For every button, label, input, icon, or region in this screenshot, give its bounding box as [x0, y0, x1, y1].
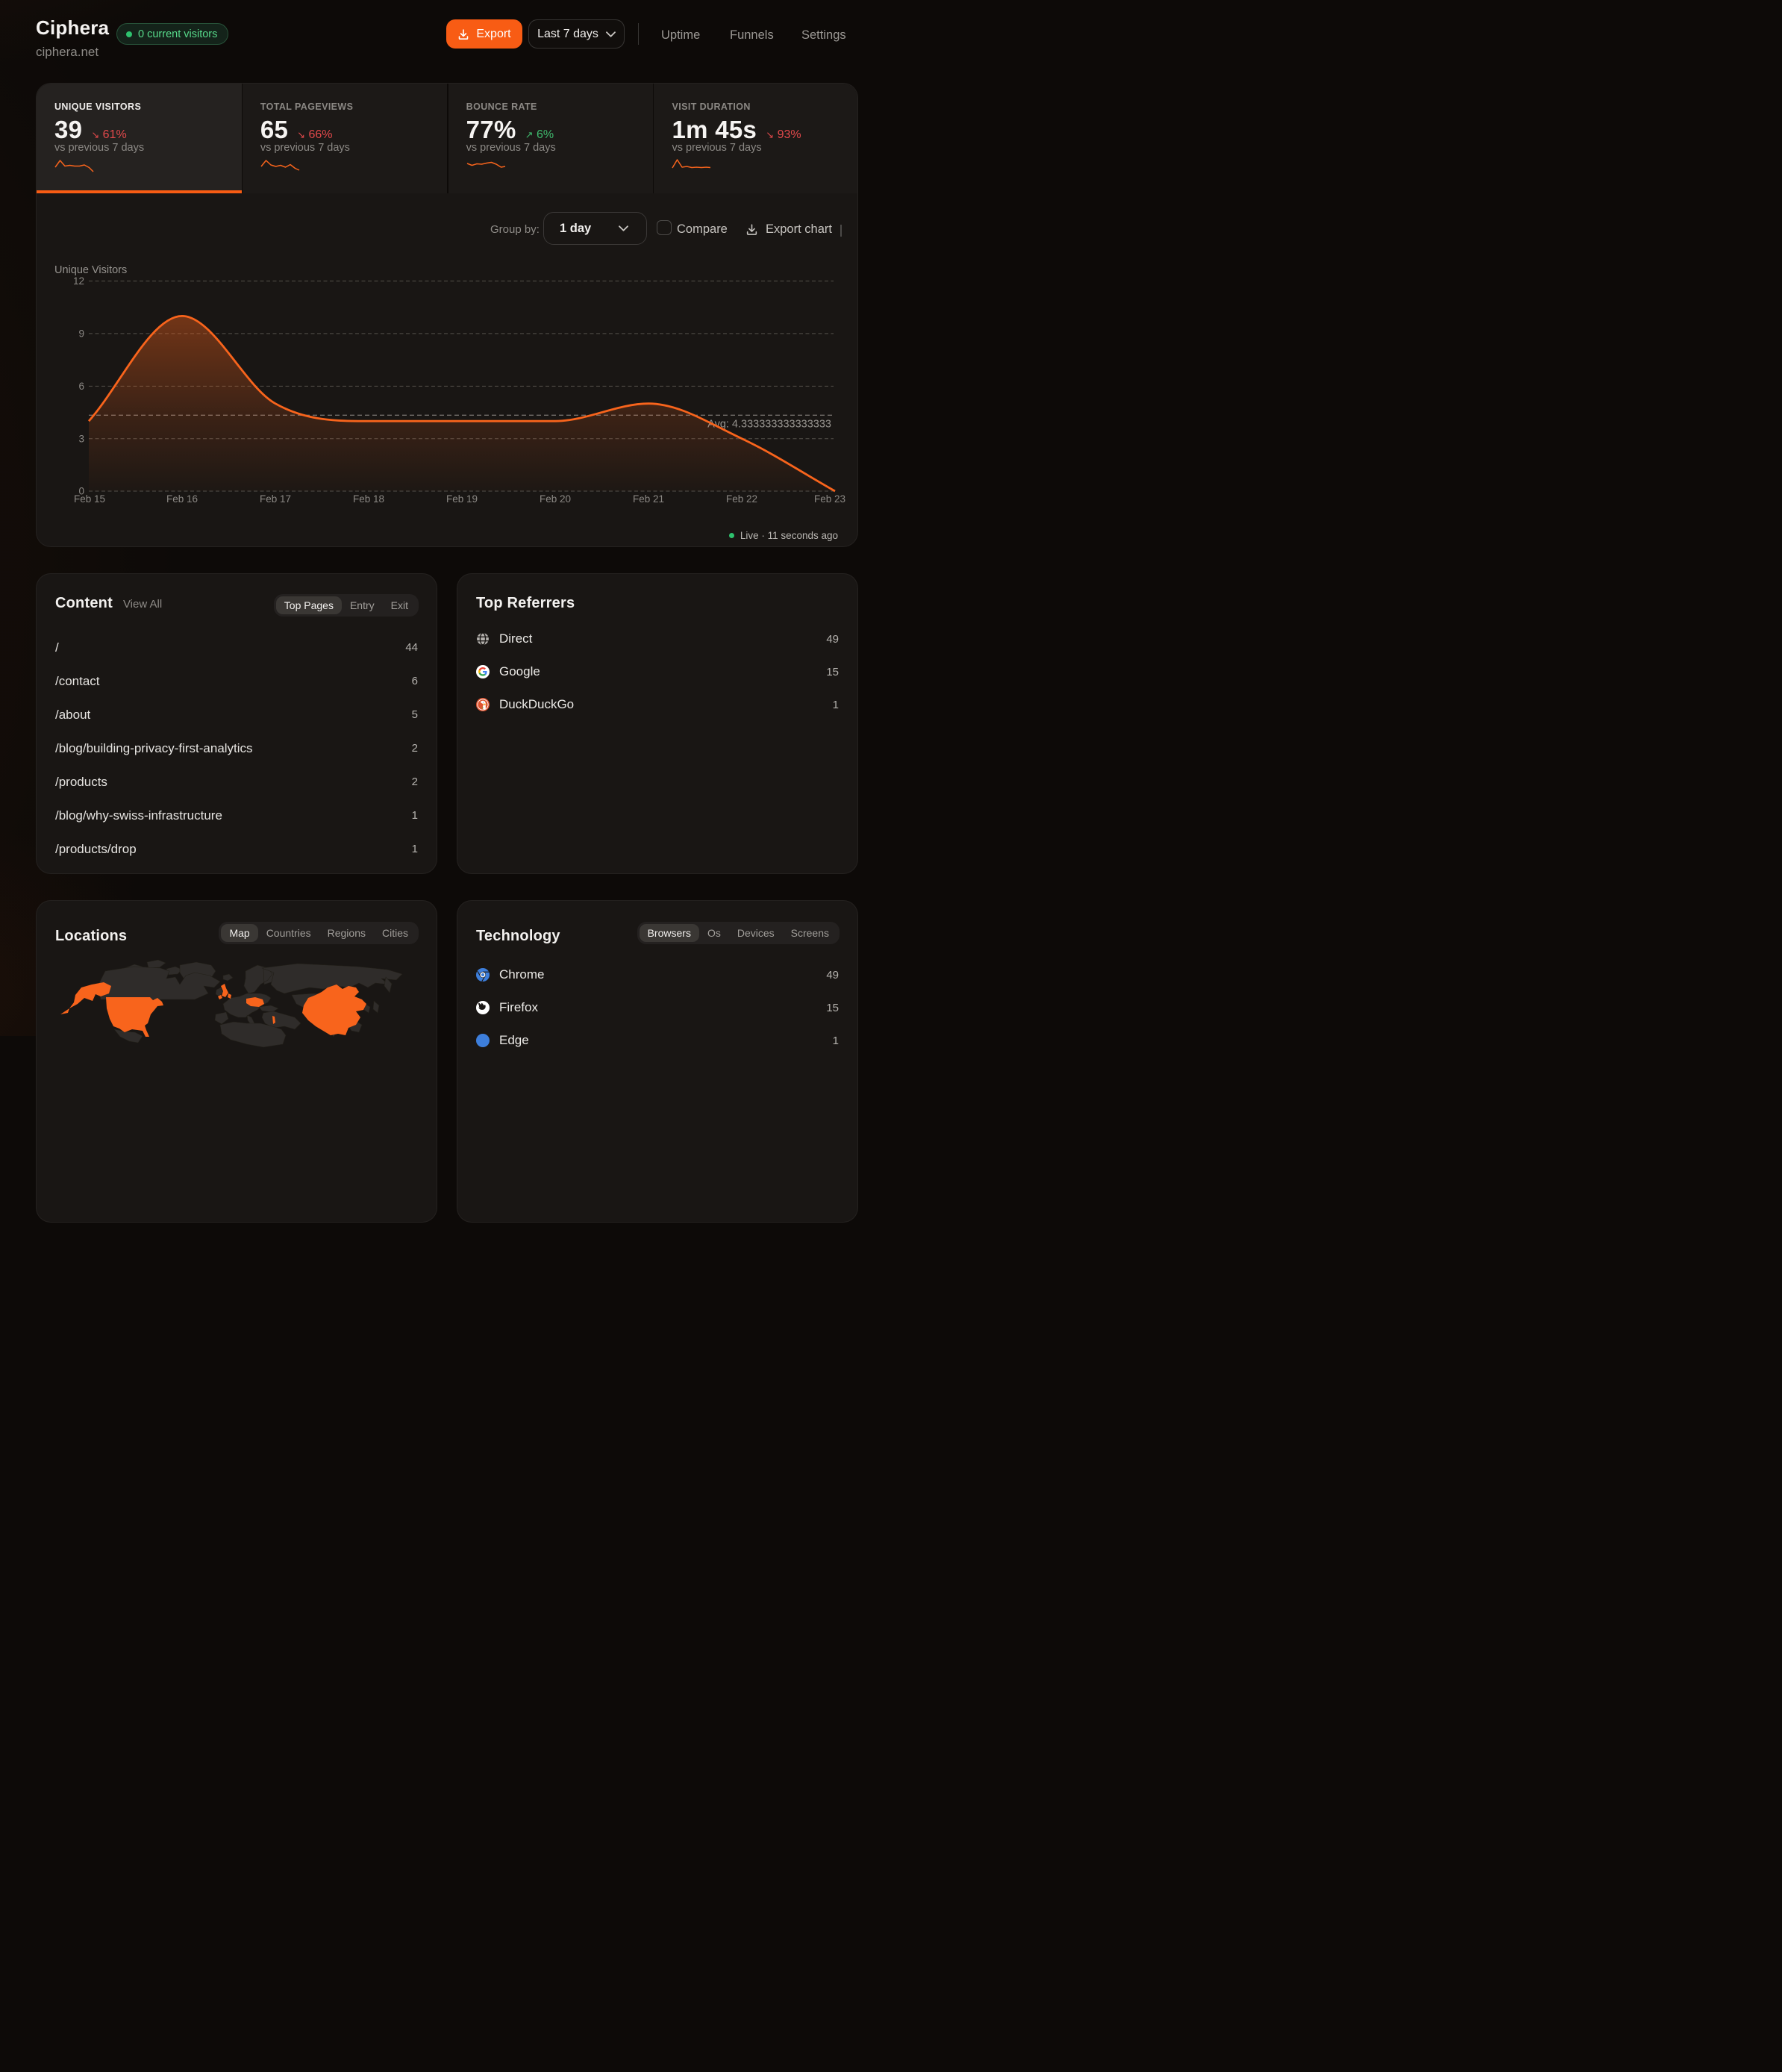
svg-text:3: 3 — [78, 433, 84, 444]
svg-text:Unique Visitors: Unique Visitors — [54, 264, 127, 276]
svg-text:0: 0 — [78, 486, 84, 497]
svg-text:Feb 23: Feb 23 — [814, 493, 845, 505]
svg-text:Feb 19: Feb 19 — [446, 493, 478, 505]
svg-text:Feb 15: Feb 15 — [74, 493, 105, 505]
svg-text:Feb 22: Feb 22 — [726, 493, 757, 505]
svg-text:Feb 16: Feb 16 — [166, 493, 198, 505]
svg-text:12: 12 — [73, 275, 84, 287]
svg-text:6: 6 — [78, 381, 84, 392]
svg-text:Feb 21: Feb 21 — [633, 493, 664, 505]
svg-text:Feb 20: Feb 20 — [540, 493, 571, 505]
svg-text:Feb 17: Feb 17 — [260, 493, 291, 505]
svg-text:9: 9 — [78, 328, 84, 339]
svg-text:Avg: 4.333333333333333: Avg: 4.333333333333333 — [707, 419, 831, 431]
svg-text:Feb 18: Feb 18 — [353, 493, 384, 505]
